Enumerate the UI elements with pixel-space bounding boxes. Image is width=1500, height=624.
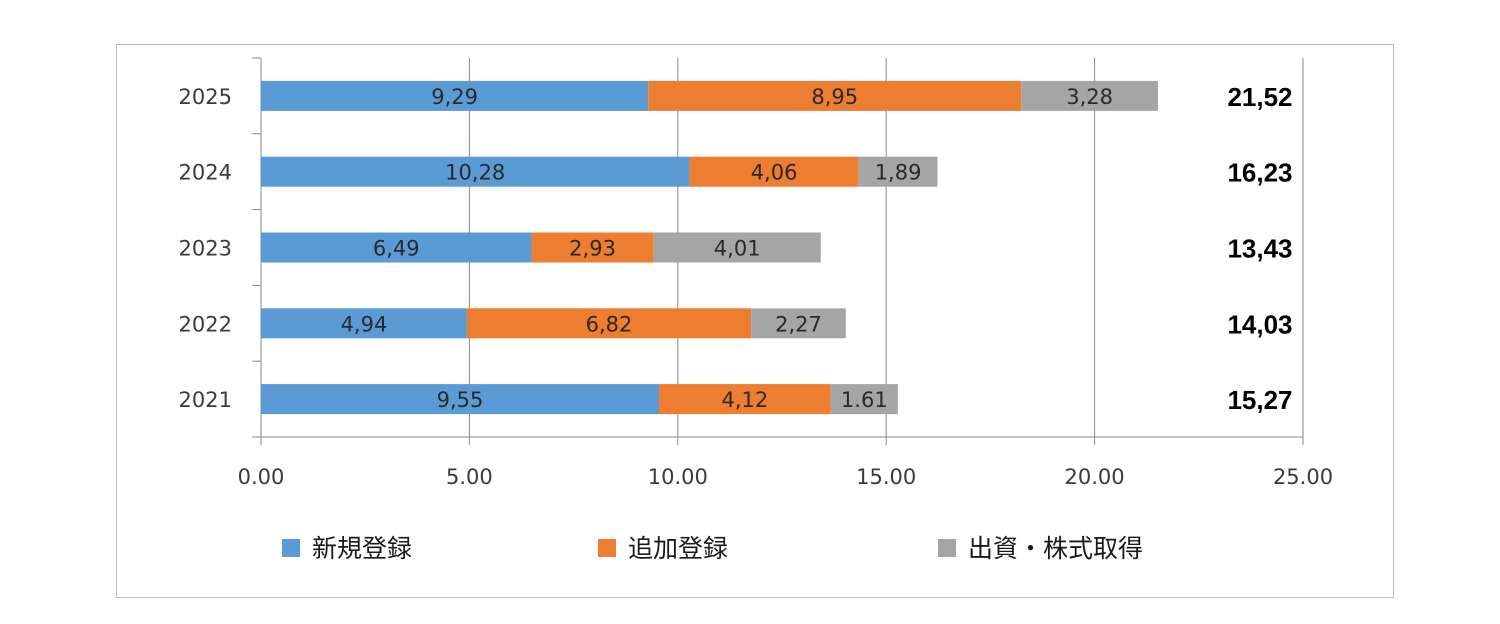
bar-segment — [466, 308, 752, 339]
data-label: 2,27 — [775, 312, 822, 336]
data-label: 4,94 — [341, 312, 388, 336]
x-tick-label: 20.00 — [1065, 465, 1125, 489]
data-label: 3,28 — [1066, 85, 1113, 109]
bar-segment — [653, 232, 821, 263]
data-label: 9,29 — [431, 85, 478, 109]
y-category-label: 2022 — [179, 312, 232, 336]
bar-segment — [531, 232, 654, 263]
bar-segment — [261, 80, 649, 111]
x-tick-label: 15.00 — [856, 465, 916, 489]
bar-segment — [858, 156, 938, 187]
total-label: 16,23 — [1227, 158, 1292, 188]
data-labels: 9,29 8,95 3,28 10,28 4,06 1,89 6,49 2,93 4,01 4,9… — [341, 85, 1113, 412]
x-tick-label: 5.00 — [446, 465, 493, 489]
bar-segment — [261, 156, 690, 187]
data-label: 4,12 — [722, 388, 769, 412]
legend-label: 出資・株式取得 — [968, 534, 1143, 563]
y-category-label: 2025 — [179, 85, 232, 109]
y-category-label: 2023 — [179, 237, 232, 261]
legend-label: 追加登録 — [628, 534, 728, 563]
total-label: 13,43 — [1227, 234, 1292, 264]
data-label: 4,06 — [751, 161, 798, 185]
bar-segment — [648, 80, 1022, 111]
bars — [261, 80, 1158, 415]
y-category-label: 2024 — [179, 161, 232, 185]
bar-segment — [659, 384, 831, 415]
total-label: 14,03 — [1227, 309, 1292, 339]
data-label: 10,28 — [445, 161, 505, 185]
x-tick-label: 25.00 — [1273, 465, 1333, 489]
bar-segment — [689, 156, 859, 187]
data-label: 6,82 — [586, 312, 633, 336]
total-label: 15,27 — [1227, 385, 1292, 415]
data-label: 1,89 — [875, 161, 922, 185]
legend-swatch — [282, 539, 300, 557]
data-label: 4,01 — [714, 237, 761, 261]
total-label: 21,52 — [1227, 82, 1292, 112]
bar-segment — [1021, 80, 1158, 111]
data-label: 8,95 — [811, 85, 858, 109]
axes: 0.00 5.00 10.00 15.00 20.00 25.00 2025 2024 2023… — [179, 57, 1333, 489]
data-label: 6,49 — [373, 237, 420, 261]
bar-segment — [261, 384, 660, 415]
legend-swatch — [598, 539, 616, 557]
x-tick-label: 0.00 — [238, 465, 285, 489]
bar-segment — [830, 384, 898, 415]
data-label: 9,55 — [437, 388, 484, 412]
bar-segment — [261, 232, 532, 263]
legend-swatch — [938, 539, 956, 557]
y-category-label: 2021 — [179, 388, 232, 412]
legend: 新規登録 追加登録 出資・株式取得 — [282, 534, 1143, 563]
legend-label: 新規登録 — [312, 534, 412, 563]
bar-segment — [261, 308, 467, 339]
gridlines — [468, 58, 1304, 437]
chart-frame — [116, 44, 1394, 598]
data-label: 2,93 — [569, 237, 616, 261]
totals: 21,52 16,23 13,43 14,03 15,27 — [1227, 82, 1292, 415]
data-label: 1.61 — [841, 388, 888, 412]
bar-segment — [751, 308, 846, 339]
x-tick-label: 10.00 — [648, 465, 708, 489]
